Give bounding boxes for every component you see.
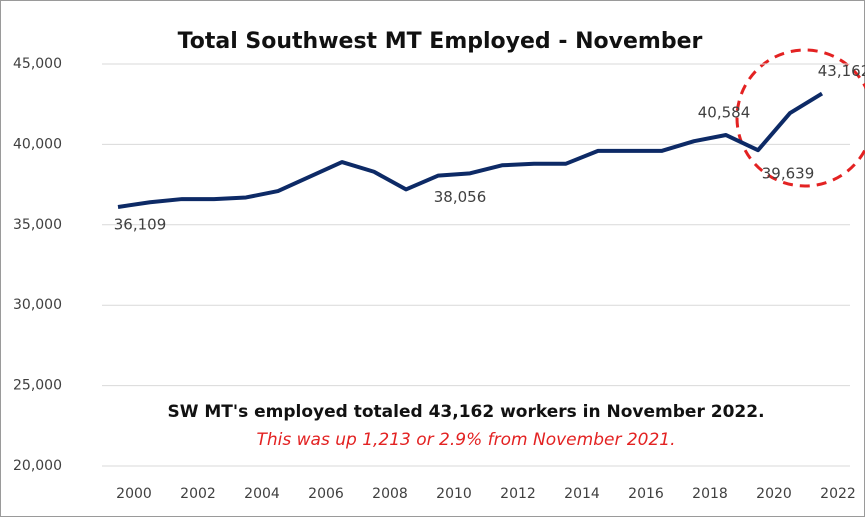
data-label: 40,584 bbox=[698, 104, 751, 122]
line-series bbox=[117, 91, 824, 209]
x-tick-label: 2006 bbox=[308, 486, 344, 502]
x-tick-label: 2008 bbox=[372, 486, 408, 502]
y-tick-label: 40,000 bbox=[13, 136, 62, 152]
x-tick-label: 2000 bbox=[116, 486, 152, 502]
x-tick-label: 2018 bbox=[692, 486, 728, 502]
chart-title: Total Southwest MT Employed - November bbox=[178, 29, 703, 54]
x-tick-label: 2010 bbox=[436, 486, 472, 502]
y-tick-label: 30,000 bbox=[13, 297, 62, 313]
x-tick-label: 2022 bbox=[820, 486, 856, 502]
data-label: 38,056 bbox=[434, 188, 487, 206]
annotation: This was up 1,213 or 2.9% from November … bbox=[257, 430, 676, 450]
x-tick-label: 2020 bbox=[756, 486, 792, 502]
x-tick-label: 2014 bbox=[564, 486, 600, 502]
x-tick-label: 2012 bbox=[500, 486, 536, 502]
data-label: 36,109 bbox=[114, 215, 167, 233]
data-label: 39,639 bbox=[762, 165, 815, 183]
y-tick-label: 35,000 bbox=[13, 217, 62, 233]
x-tick-label: 2016 bbox=[628, 486, 664, 502]
data-label: 43,162 bbox=[818, 62, 865, 80]
highlight-circle bbox=[735, 48, 865, 188]
y-tick-label: 20,000 bbox=[13, 458, 62, 474]
y-tick-label: 45,000 bbox=[13, 56, 62, 72]
x-tick-label: 2004 bbox=[244, 486, 280, 502]
annotation: SW MT's employed totaled 43,162 workers … bbox=[167, 402, 764, 422]
x-tick-label: 2002 bbox=[180, 486, 216, 502]
y-tick-label: 25,000 bbox=[13, 378, 62, 394]
